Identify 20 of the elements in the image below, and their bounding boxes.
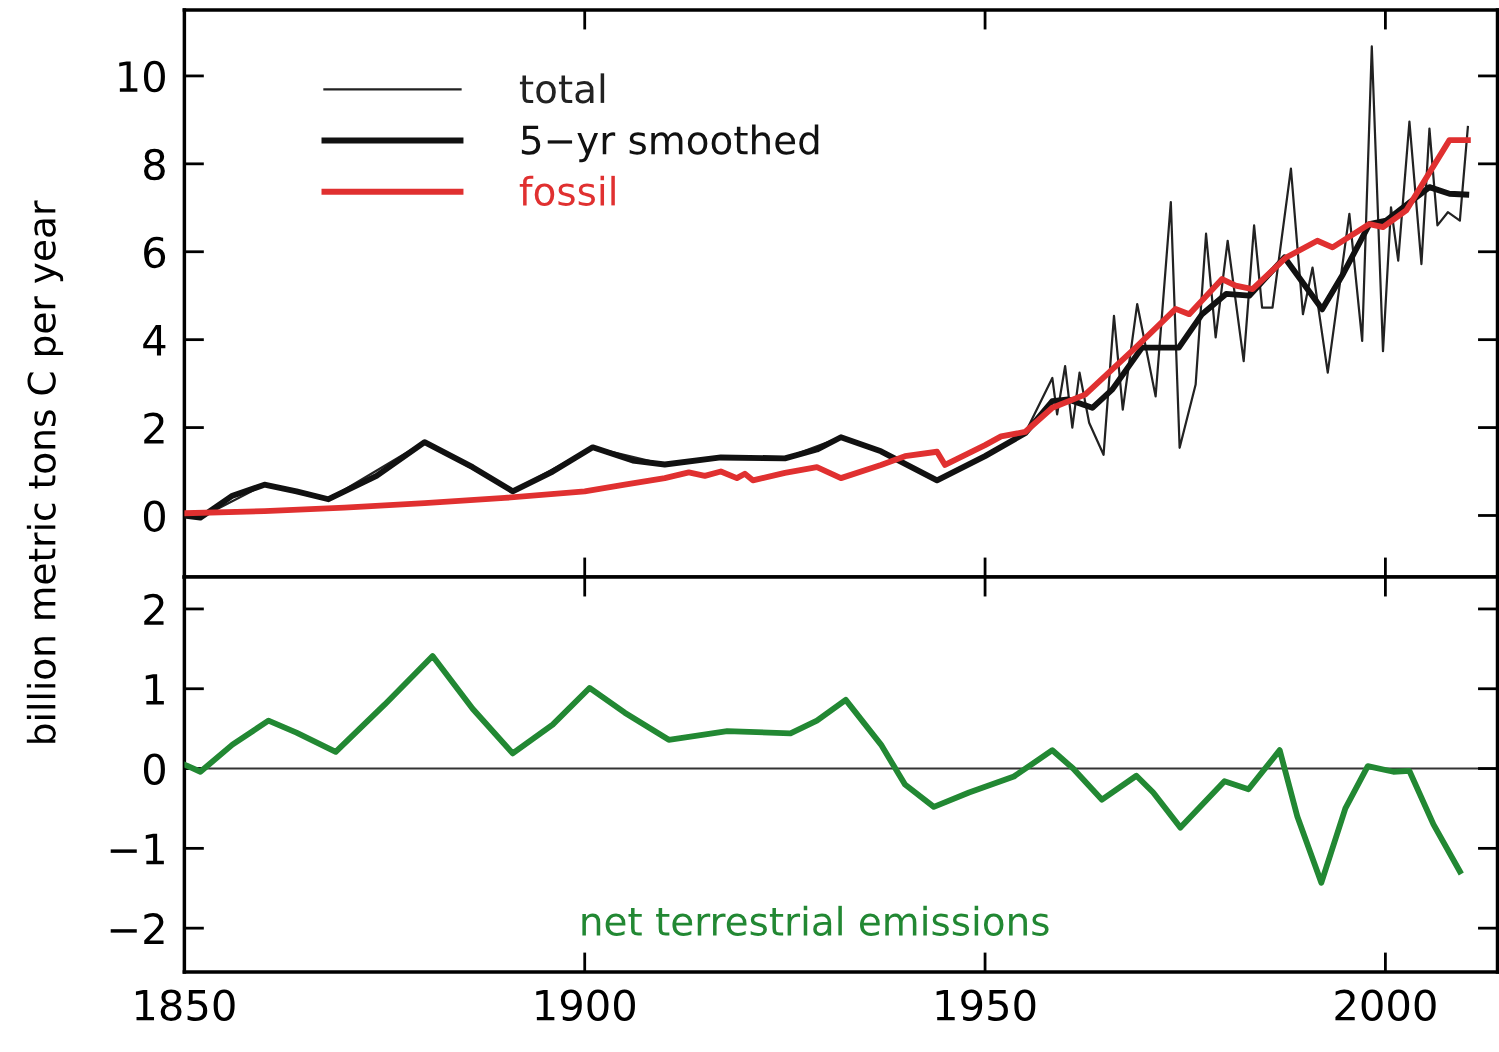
legend-label: fossil (519, 175, 615, 206)
text: net terrestrial emissions (582, 905, 1049, 936)
y-tick-label: −1 (110, 833, 164, 865)
y-tick-label: 2 (144, 412, 164, 444)
y-tick-label: 10 (119, 60, 165, 93)
y-tick-label: 4 (143, 325, 166, 356)
x-tick-label: 1950 (936, 989, 1036, 1021)
x-tick-label: 1850 (135, 989, 235, 1021)
x-tick-label: 1900 (536, 989, 635, 1021)
y-tick-label: −2 (110, 913, 164, 944)
y-tick-label: 6 (144, 236, 166, 269)
y-tick-label: 2 (144, 593, 164, 625)
x-tick-label: 2000 (1335, 989, 1436, 1021)
y-tick-label: 0 (143, 500, 165, 532)
y-tick-label: 0 (143, 753, 165, 785)
legend-label: total (519, 73, 605, 104)
y-tick-label: 8 (144, 148, 165, 181)
y-tick-label: 1 (145, 674, 164, 705)
y-axis-title: billion metric tons C per year (26, 200, 64, 743)
legend-label: 5−yr smoothed (521, 124, 819, 163)
